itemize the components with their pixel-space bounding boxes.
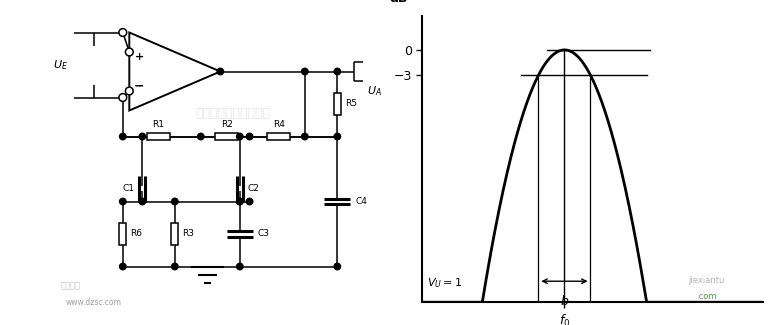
Text: $U_A$: $U_A$ bbox=[367, 84, 381, 98]
Circle shape bbox=[119, 263, 126, 270]
Text: 杭州格睿科技有限公司: 杭州格睿科技有限公司 bbox=[196, 107, 270, 120]
Circle shape bbox=[301, 133, 308, 140]
Circle shape bbox=[119, 198, 126, 205]
Circle shape bbox=[126, 87, 133, 95]
Text: dB: dB bbox=[389, 0, 408, 5]
Circle shape bbox=[171, 198, 178, 205]
Circle shape bbox=[236, 198, 243, 205]
Circle shape bbox=[236, 198, 243, 205]
Text: C2: C2 bbox=[247, 184, 260, 193]
Circle shape bbox=[139, 198, 146, 205]
Circle shape bbox=[334, 68, 340, 75]
Text: .com: .com bbox=[696, 292, 717, 301]
Text: R6: R6 bbox=[130, 229, 143, 239]
Circle shape bbox=[236, 133, 243, 140]
Circle shape bbox=[246, 133, 253, 140]
Text: $U_E$: $U_E$ bbox=[53, 58, 67, 72]
Text: R1: R1 bbox=[153, 120, 164, 129]
Text: C4: C4 bbox=[355, 197, 367, 206]
Bar bbox=[171, 223, 178, 245]
Text: 维库一下: 维库一下 bbox=[60, 281, 81, 291]
Circle shape bbox=[246, 198, 253, 205]
Bar bbox=[267, 133, 290, 140]
Circle shape bbox=[139, 133, 146, 140]
Bar bbox=[147, 133, 170, 140]
Text: $f$: $f$ bbox=[773, 306, 775, 321]
Circle shape bbox=[334, 133, 340, 140]
Circle shape bbox=[217, 68, 223, 75]
Circle shape bbox=[119, 133, 126, 140]
Text: $b$: $b$ bbox=[560, 294, 569, 308]
Text: −: − bbox=[134, 80, 144, 93]
Circle shape bbox=[119, 29, 127, 36]
Text: jiexiantu: jiexiantu bbox=[688, 277, 725, 285]
Text: C3: C3 bbox=[257, 229, 270, 239]
Text: R3: R3 bbox=[182, 229, 195, 239]
Text: $V_U=1$: $V_U=1$ bbox=[427, 276, 462, 290]
Text: R5: R5 bbox=[345, 99, 356, 109]
Bar bbox=[119, 223, 126, 245]
Text: R2: R2 bbox=[221, 120, 232, 129]
Bar bbox=[334, 93, 341, 115]
Circle shape bbox=[126, 48, 133, 56]
Bar bbox=[215, 133, 238, 140]
Text: +: + bbox=[134, 52, 143, 62]
Circle shape bbox=[198, 133, 204, 140]
Text: C1: C1 bbox=[122, 184, 135, 193]
Text: www.dzsc.com: www.dzsc.com bbox=[66, 298, 122, 307]
Circle shape bbox=[236, 263, 243, 270]
Circle shape bbox=[334, 263, 340, 270]
Circle shape bbox=[119, 94, 127, 101]
Text: R4: R4 bbox=[273, 120, 284, 129]
Circle shape bbox=[171, 263, 178, 270]
Circle shape bbox=[301, 68, 308, 75]
